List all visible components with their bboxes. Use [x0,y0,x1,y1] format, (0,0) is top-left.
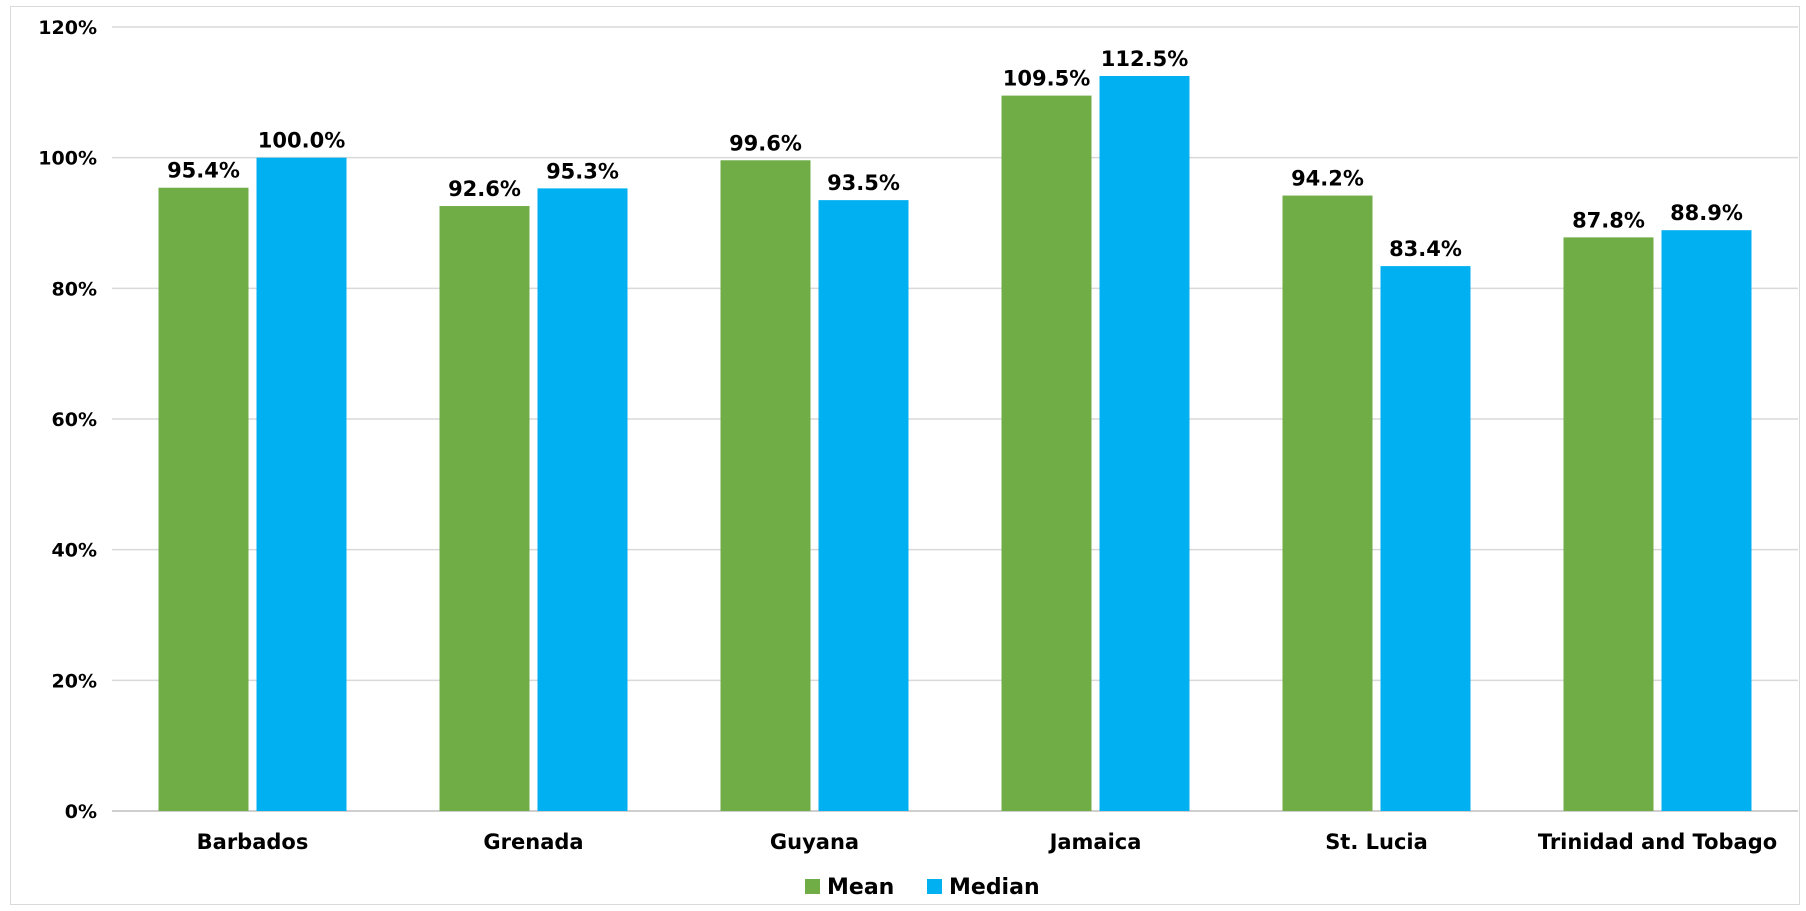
data-label: 94.2% [1291,167,1364,191]
y-tick-label: 40% [52,540,97,562]
bar-median-guyana [818,200,909,812]
y-tick-label: 100% [38,148,97,170]
legend-label-median: Median [949,875,1040,900]
data-label: 100.0% [258,129,345,153]
data-label: 92.6% [448,177,521,201]
bar-mean-trinidad-and-tobago [1563,237,1654,811]
bar-median-trinidad-and-tobago [1661,230,1752,812]
data-label: 112.5% [1101,47,1188,71]
legend-label-mean: Mean [827,875,894,900]
bar-mean-st-lucia [1282,195,1373,811]
y-tick-label: 20% [52,670,97,692]
data-label: 88.9% [1670,201,1743,225]
data-label: 87.8% [1572,208,1645,232]
data-label: 109.5% [1003,67,1090,91]
x-category-label: Trinidad and Tobago [1538,830,1777,854]
bar-mean-grenada [439,206,530,812]
legend-swatch-median [927,879,942,894]
bar-mean-jamaica [1001,95,1092,812]
x-category-label: St. Lucia [1325,830,1428,854]
bar-mean-barbados [158,187,249,812]
data-label: 93.5% [827,171,900,195]
x-category-label: Barbados [197,830,309,854]
x-category-label: Grenada [483,830,583,854]
bar-median-grenada [537,188,628,811]
data-label: 83.4% [1389,237,1462,261]
x-category-label: Guyana [770,830,859,854]
bar-median-barbados [256,157,347,811]
bar-median-st-lucia [1380,266,1471,811]
y-tick-label: 60% [52,409,97,431]
data-label: 95.4% [167,159,240,183]
data-label: 95.3% [546,159,619,183]
bar-mean-guyana [720,160,811,811]
data-label: 99.6% [729,131,802,155]
y-tick-label: 80% [52,278,97,300]
y-tick-label: 0% [65,801,97,823]
x-category-label: Jamaica [1048,830,1142,854]
bar-median-jamaica [1099,76,1190,811]
legend-swatch-mean [805,879,820,894]
y-tick-label: 120% [38,17,97,39]
